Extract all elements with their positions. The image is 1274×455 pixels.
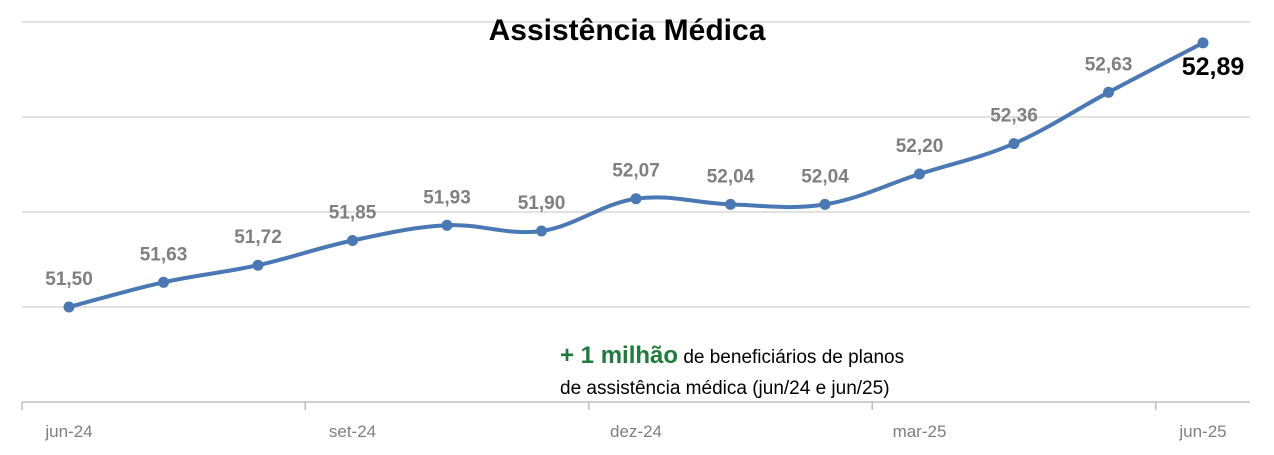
- data-label: 52,04: [707, 166, 755, 187]
- x-tick-label: jun-24: [44, 422, 92, 441]
- data-point: [914, 168, 925, 180]
- data-labels: 51,50 51,63 51,72 51,85 51,93 51,90 52,07 52,04…: [45, 53, 1244, 290]
- data-label: 51,90: [518, 193, 566, 214]
- data-point: [819, 198, 831, 210]
- data-label: 52,89: [1182, 53, 1245, 81]
- data-label: 51,50: [45, 269, 93, 290]
- x-tick-labels: jun-24 set-24 dez-24 mar-25 jun-25: [44, 422, 1226, 441]
- data-point: [536, 225, 547, 237]
- data-point: [1197, 37, 1209, 49]
- x-axis: [21, 401, 1250, 410]
- data-point: [158, 276, 169, 288]
- data-point: [630, 193, 642, 205]
- data-point: [347, 235, 358, 246]
- annotation-line-2: de assistência médica (jun/24 e jun/25): [560, 378, 890, 399]
- annotation: + 1 milhão de beneficiários de planos de…: [560, 340, 904, 404]
- data-points: [63, 37, 1209, 313]
- gridlines: [22, 21, 1250, 308]
- data-label: 52,63: [1085, 54, 1133, 75]
- data-point: [1103, 86, 1114, 98]
- x-tick-label: mar-25: [893, 422, 947, 441]
- data-point: [725, 198, 736, 210]
- x-tick-label: set-24: [329, 422, 376, 441]
- data-label: 51,85: [329, 203, 377, 224]
- data-label: 52,04: [801, 166, 849, 187]
- data-point: [63, 301, 75, 313]
- x-tick-label: dez-24: [610, 422, 662, 441]
- data-label: 52,07: [612, 161, 660, 182]
- data-label: 52,20: [896, 136, 944, 157]
- data-point: [252, 259, 264, 271]
- annotation-text-1: de beneficiários de planos: [683, 347, 905, 368]
- data-label: 51,63: [140, 244, 188, 265]
- x-tick-label: jun-25: [1178, 422, 1226, 441]
- data-label: 52,36: [990, 106, 1038, 127]
- data-point: [1008, 138, 1020, 150]
- data-point: [441, 219, 453, 231]
- annotation-line-1: + 1 milhão de beneficiários de planos: [560, 340, 904, 373]
- data-label: 51,72: [234, 227, 282, 248]
- chart-title: Assistência Médica: [489, 14, 766, 47]
- annotation-highlight: + 1 milhão: [560, 342, 679, 369]
- data-label: 51,93: [423, 187, 471, 208]
